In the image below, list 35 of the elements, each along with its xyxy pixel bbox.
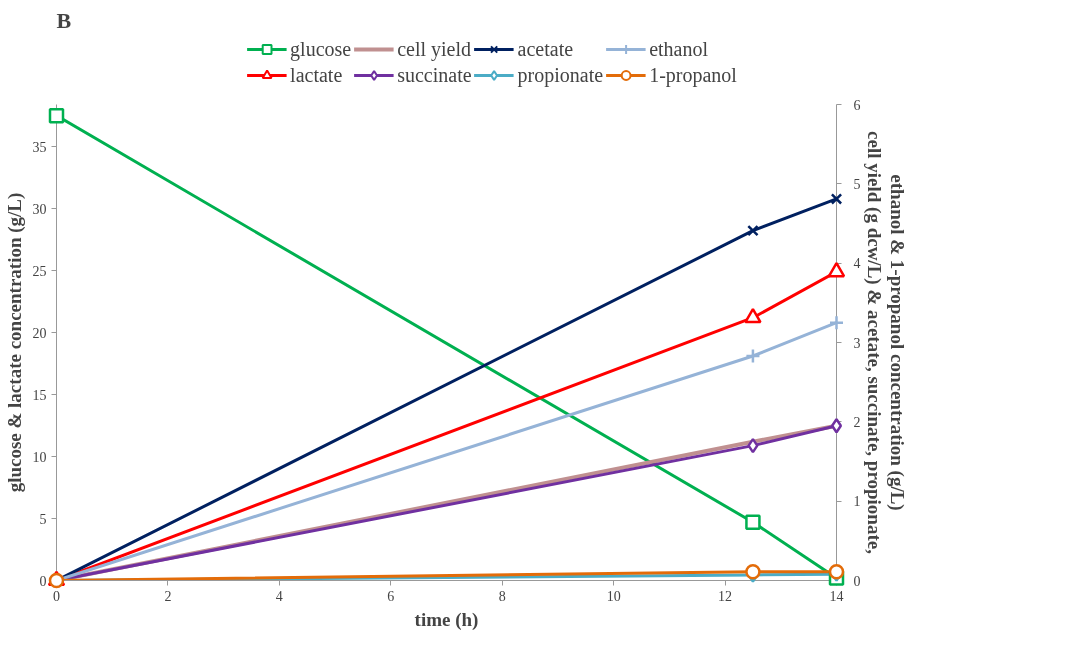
y-tick-label: 25 <box>32 263 47 279</box>
y-tick-label: 15 <box>32 387 47 403</box>
y2-tick-label: 6 <box>853 97 861 113</box>
y-tick-label: 0 <box>39 573 47 589</box>
legend-label: glucose <box>290 37 352 61</box>
x-tick-label: 14 <box>829 588 844 604</box>
y-tick-label: 35 <box>32 139 47 155</box>
legend-label: 1-propanol <box>649 63 737 87</box>
x-tick-label: 0 <box>53 588 60 604</box>
legend-label: acetate <box>517 37 574 61</box>
chart-title: B <box>56 7 72 33</box>
legend-label: lactate <box>290 63 343 87</box>
y-axis-title: glucose & lactate concentration (g/L) <box>3 192 26 493</box>
y2-tick-label: 1 <box>853 494 861 510</box>
x-tick-label: 12 <box>718 588 733 604</box>
x-axis-title: time (h) <box>414 608 479 631</box>
y2-axis-title: cell yield (g dcw/L) & acetate, succinate, propionate, ethanol & 1-propanol concentration (g/L) <box>862 131 908 555</box>
y-tick-label: 10 <box>32 449 47 465</box>
y-tick-label: 5 <box>39 511 47 527</box>
legend-label: ethanol <box>649 37 709 61</box>
legend-label: propionate <box>517 63 604 87</box>
y2-tick-label: 0 <box>853 573 861 589</box>
x-tick-label: 2 <box>164 588 172 604</box>
x-tick-label: 6 <box>387 588 395 604</box>
y-tick-label: 20 <box>32 325 47 341</box>
y-tick-label: 30 <box>32 201 47 217</box>
legend-label: succinate <box>397 63 472 87</box>
y2-tick-label: 5 <box>853 176 861 192</box>
y2-tick-label: 4 <box>853 256 861 272</box>
y2-tick-label: 2 <box>853 414 861 430</box>
x-tick-label: 4 <box>275 588 283 604</box>
legend-label: cell yield <box>397 37 472 61</box>
y2-tick-label: 3 <box>853 335 861 351</box>
x-tick-label: 8 <box>498 588 506 604</box>
x-tick-label: 10 <box>606 588 621 604</box>
